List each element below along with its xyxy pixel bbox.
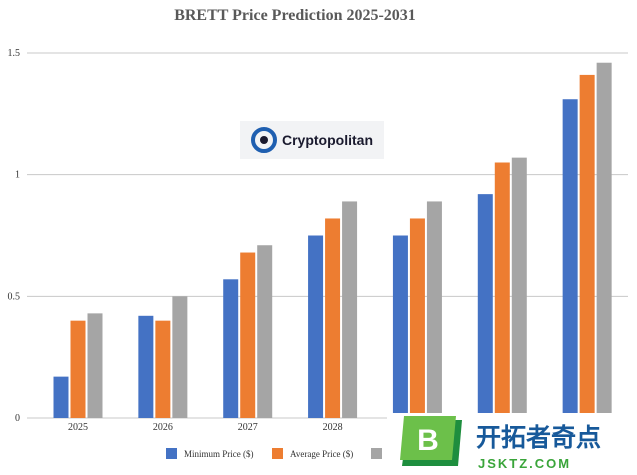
x-tick-label: 2026 xyxy=(153,422,173,433)
legend: Minimum Price ($) Average Price ($) xyxy=(166,448,382,459)
bar-1-2030 xyxy=(477,194,493,418)
logo-ring xyxy=(251,127,277,153)
cryptopolitan-logo: Cryptopolitan xyxy=(240,121,384,159)
watermark-url: JSKTZ.COM xyxy=(478,456,571,471)
y-axis-ticks: 0 0.5 1 1.5 xyxy=(8,48,21,424)
legend-swatch xyxy=(272,448,283,459)
bar-1-2031 xyxy=(562,99,578,418)
bar-1-2029 xyxy=(392,235,408,418)
legend-label: Minimum Price ($) xyxy=(184,449,254,459)
y-tick-label: 0 xyxy=(15,413,20,424)
bar-3-2029 xyxy=(426,201,442,418)
legend-swatch xyxy=(371,448,382,459)
bar-2-2029 xyxy=(409,218,425,418)
watermark: B 开拓者奇点 JSKTZ.COM xyxy=(387,413,637,475)
bar-3-2031 xyxy=(596,62,612,418)
watermark-logo-icon: B xyxy=(400,416,462,466)
legend-swatch xyxy=(166,448,177,459)
x-tick-label: 2025 xyxy=(68,422,88,433)
watermark-icon-letter: B xyxy=(417,424,439,457)
x-tick-label: 2027 xyxy=(238,422,258,433)
legend-label: Average Price ($) xyxy=(290,449,353,459)
watermark-title: 开拓者奇点 xyxy=(476,424,601,452)
watermark-icon-shape-light xyxy=(400,416,456,460)
y-tick-label: 1.5 xyxy=(8,48,21,59)
y-tick-label: 1 xyxy=(15,170,20,181)
bar-1-2025 xyxy=(53,376,69,418)
logo-icon xyxy=(251,127,277,153)
bar-2-2026 xyxy=(155,320,171,418)
bar-2-2031 xyxy=(579,74,595,419)
logo-text: Cryptopolitan xyxy=(282,132,373,148)
bar-3-2026 xyxy=(172,296,188,418)
bar-3-2027 xyxy=(257,245,273,418)
bar-3-2025 xyxy=(87,313,103,418)
y-tick-label: 0.5 xyxy=(8,291,21,302)
bar-1-2026 xyxy=(138,315,154,418)
x-tick-label: 2028 xyxy=(323,422,343,433)
bars xyxy=(53,62,612,419)
bar-2-2025 xyxy=(70,320,86,418)
logo-dot xyxy=(260,136,268,144)
bar-1-2027 xyxy=(223,279,239,418)
bar-2-2028 xyxy=(325,218,341,418)
bar-2-2027 xyxy=(240,252,256,418)
bar-2-2030 xyxy=(494,162,510,418)
bar-3-2030 xyxy=(511,157,527,418)
bar-3-2028 xyxy=(342,201,358,418)
bar-1-2028 xyxy=(308,235,324,418)
chart-title: BRETT Price Prediction 2025-2031 xyxy=(174,7,416,24)
